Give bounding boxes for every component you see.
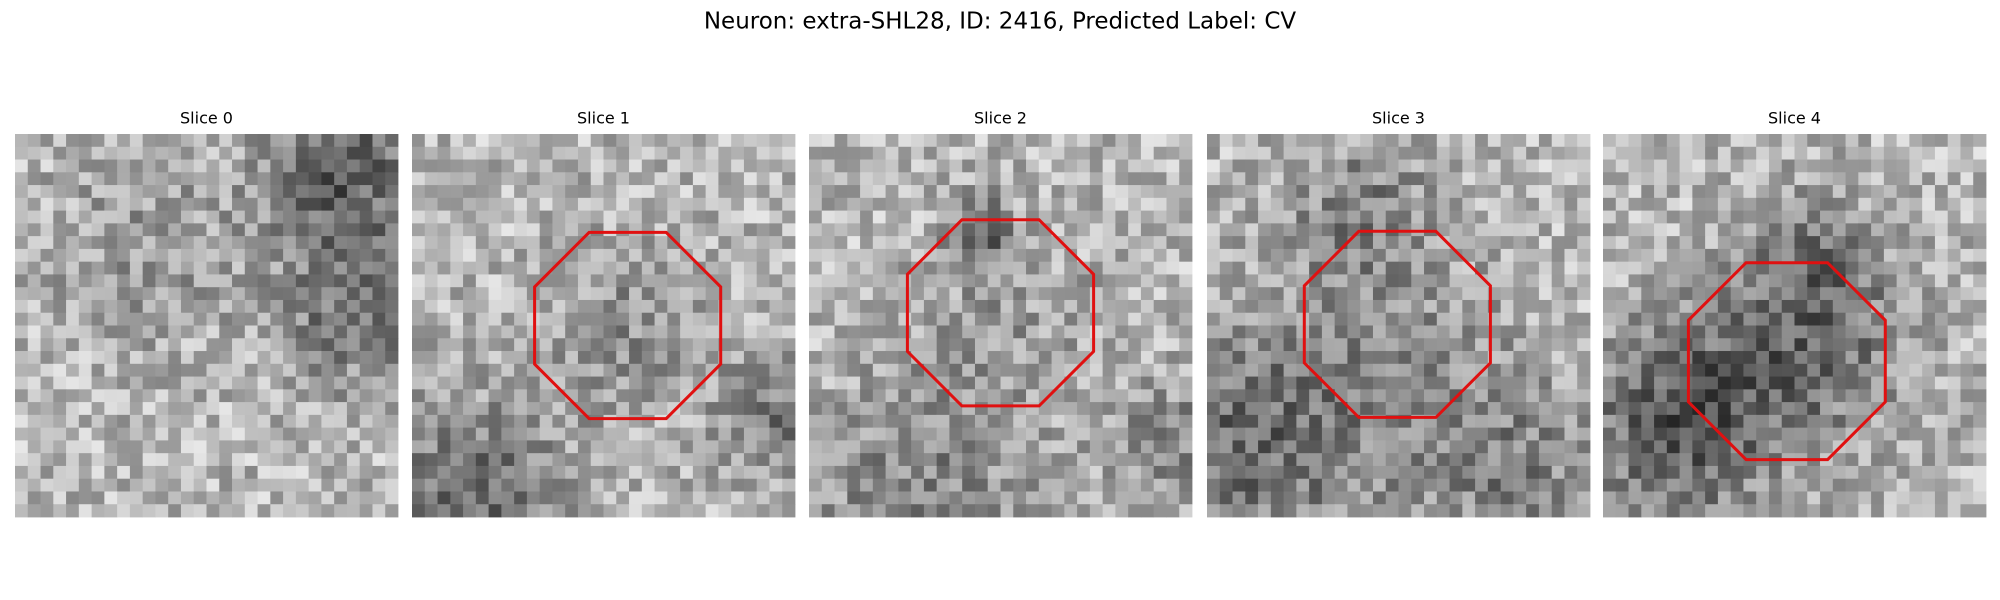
panel: Slice 1 <box>412 109 796 518</box>
figure-title: Neuron: extra-SHL28, ID: 2416, Predicted… <box>704 9 1297 35</box>
panel: Slice 0 <box>15 109 399 518</box>
image <box>1207 134 1591 518</box>
roi-octagon <box>533 230 723 421</box>
image <box>15 134 399 518</box>
panel: Slice 2 <box>809 109 1193 518</box>
roi-octagon <box>1302 229 1492 419</box>
roi-octagon <box>905 218 1096 408</box>
panel-title: Slice 2 <box>974 109 1027 128</box>
panel-title: Slice 0 <box>180 109 233 128</box>
panels: Slice 0 Slice 1 Slice 2 Slice 3 Slice 4 <box>15 109 1987 518</box>
panel-title: Slice 1 <box>577 109 630 128</box>
image <box>809 134 1193 518</box>
image <box>1603 134 1987 518</box>
roi-octagon <box>1686 261 1887 462</box>
image <box>412 134 796 518</box>
panel-title: Slice 3 <box>1372 109 1425 128</box>
panel: Slice 4 <box>1603 109 1987 518</box>
panel-title: Slice 4 <box>1768 109 1821 128</box>
panel: Slice 3 <box>1207 109 1591 518</box>
